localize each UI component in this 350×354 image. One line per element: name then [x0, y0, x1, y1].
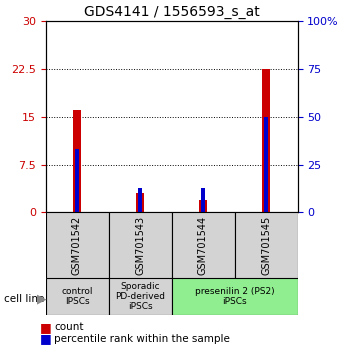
- Bar: [264, 117, 268, 212]
- Text: ■: ■: [40, 332, 52, 345]
- Text: count: count: [54, 322, 84, 332]
- Bar: [201, 188, 205, 212]
- Text: control
IPSCs: control IPSCs: [61, 287, 93, 306]
- Text: cell line: cell line: [4, 294, 44, 304]
- Bar: [234, 212, 298, 278]
- Text: percentile rank within the sample: percentile rank within the sample: [54, 334, 230, 344]
- Bar: [172, 212, 234, 278]
- Text: ■: ■: [40, 321, 52, 334]
- Bar: [75, 149, 79, 212]
- Bar: [138, 188, 142, 212]
- Bar: [46, 212, 108, 278]
- Bar: [172, 278, 298, 315]
- Text: presenilin 2 (PS2)
iPSCs: presenilin 2 (PS2) iPSCs: [195, 287, 274, 306]
- Bar: [108, 212, 172, 278]
- Bar: [108, 278, 172, 315]
- Bar: [73, 110, 81, 212]
- Text: Sporadic
PD-derived
iPSCs: Sporadic PD-derived iPSCs: [115, 281, 165, 312]
- Text: GSM701544: GSM701544: [198, 216, 208, 275]
- Bar: [136, 193, 144, 212]
- Title: GDS4141 / 1556593_s_at: GDS4141 / 1556593_s_at: [84, 5, 259, 19]
- Text: ▶: ▶: [37, 293, 46, 306]
- Bar: [262, 69, 270, 212]
- Bar: [46, 278, 108, 315]
- Text: GSM701542: GSM701542: [72, 216, 82, 275]
- Text: GSM701543: GSM701543: [135, 216, 145, 275]
- Bar: [199, 200, 207, 212]
- Text: GSM701545: GSM701545: [261, 216, 271, 275]
